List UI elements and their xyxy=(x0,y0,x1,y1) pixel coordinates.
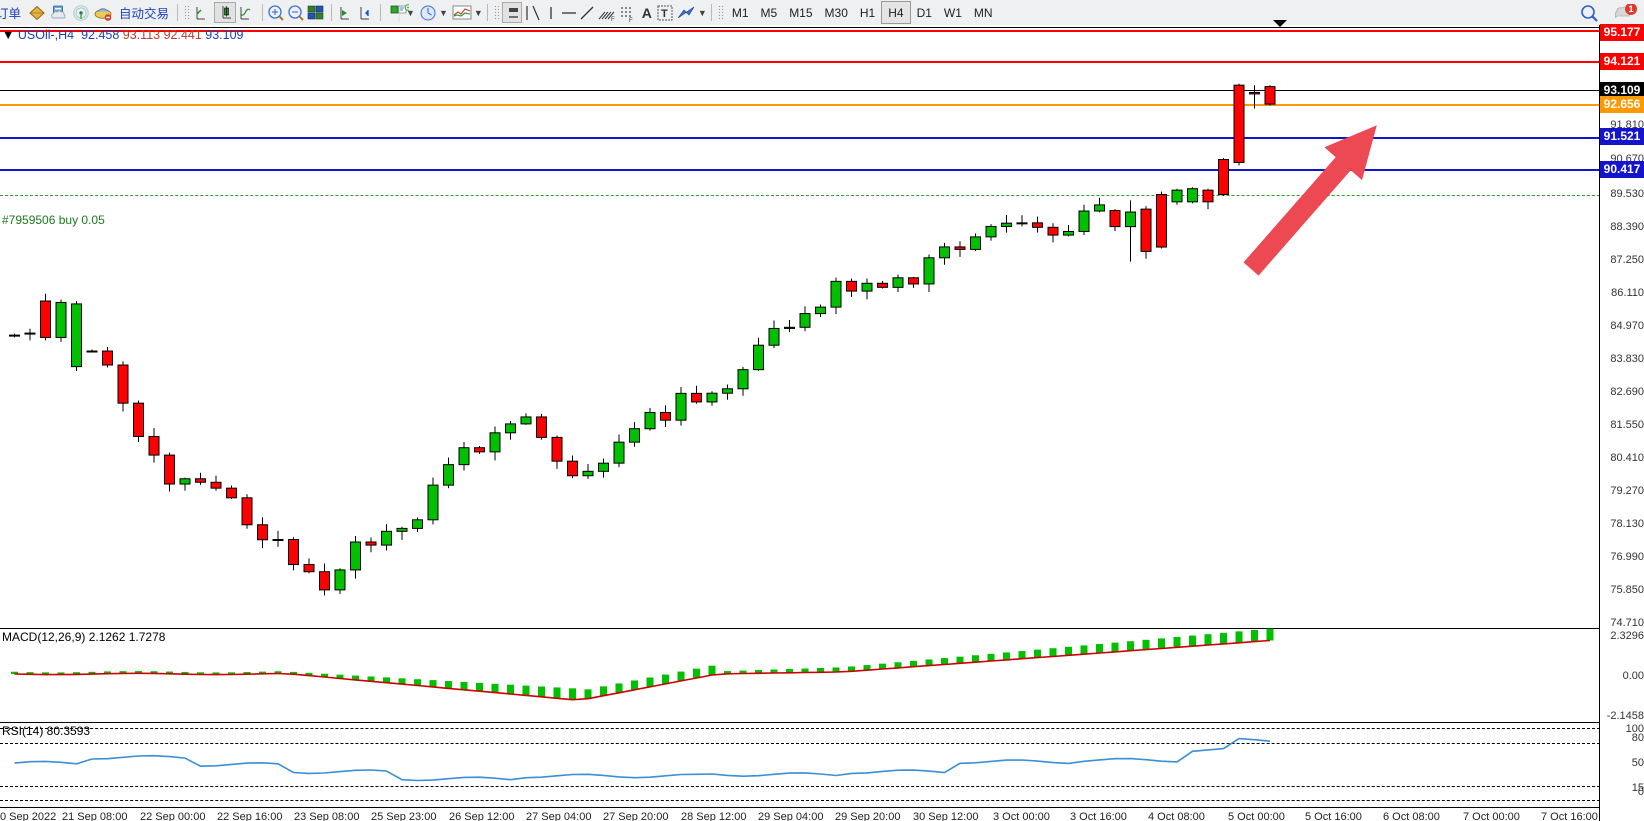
svg-text:F: F xyxy=(611,17,615,22)
svg-text:1: 1 xyxy=(1628,4,1633,14)
svg-text:F: F xyxy=(629,18,633,22)
svg-text:T: T xyxy=(661,8,668,20)
